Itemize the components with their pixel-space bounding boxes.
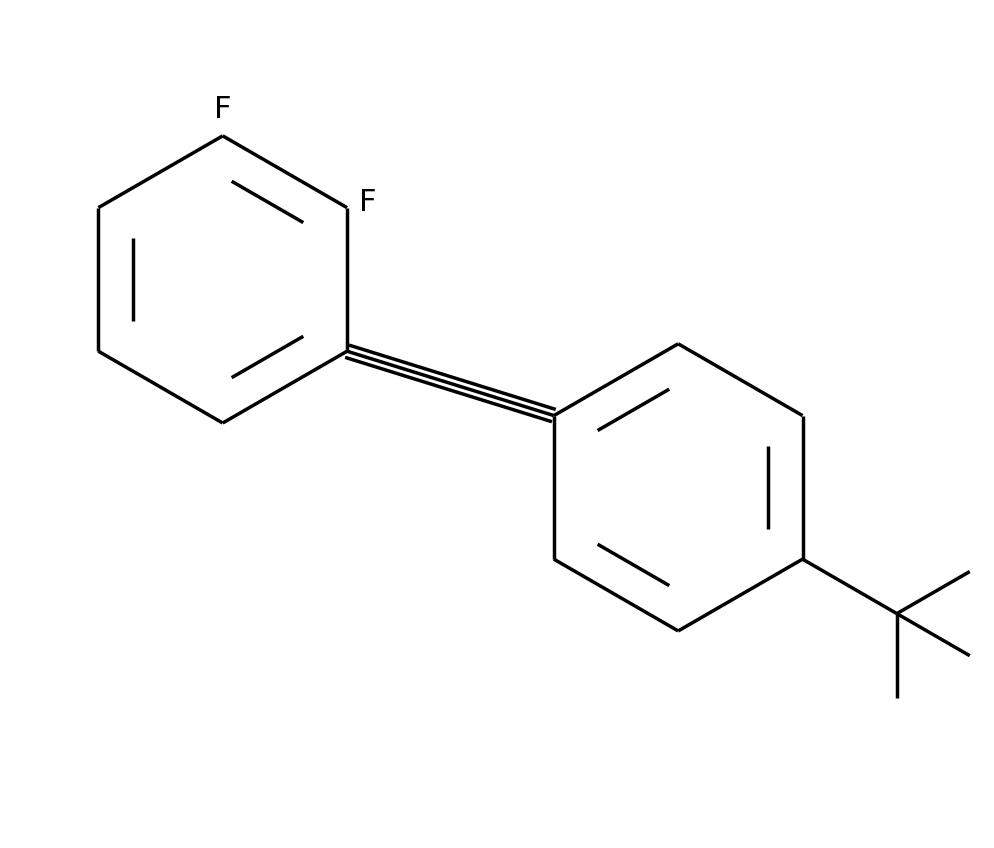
Text: F: F	[214, 95, 232, 124]
Text: F: F	[359, 188, 377, 217]
